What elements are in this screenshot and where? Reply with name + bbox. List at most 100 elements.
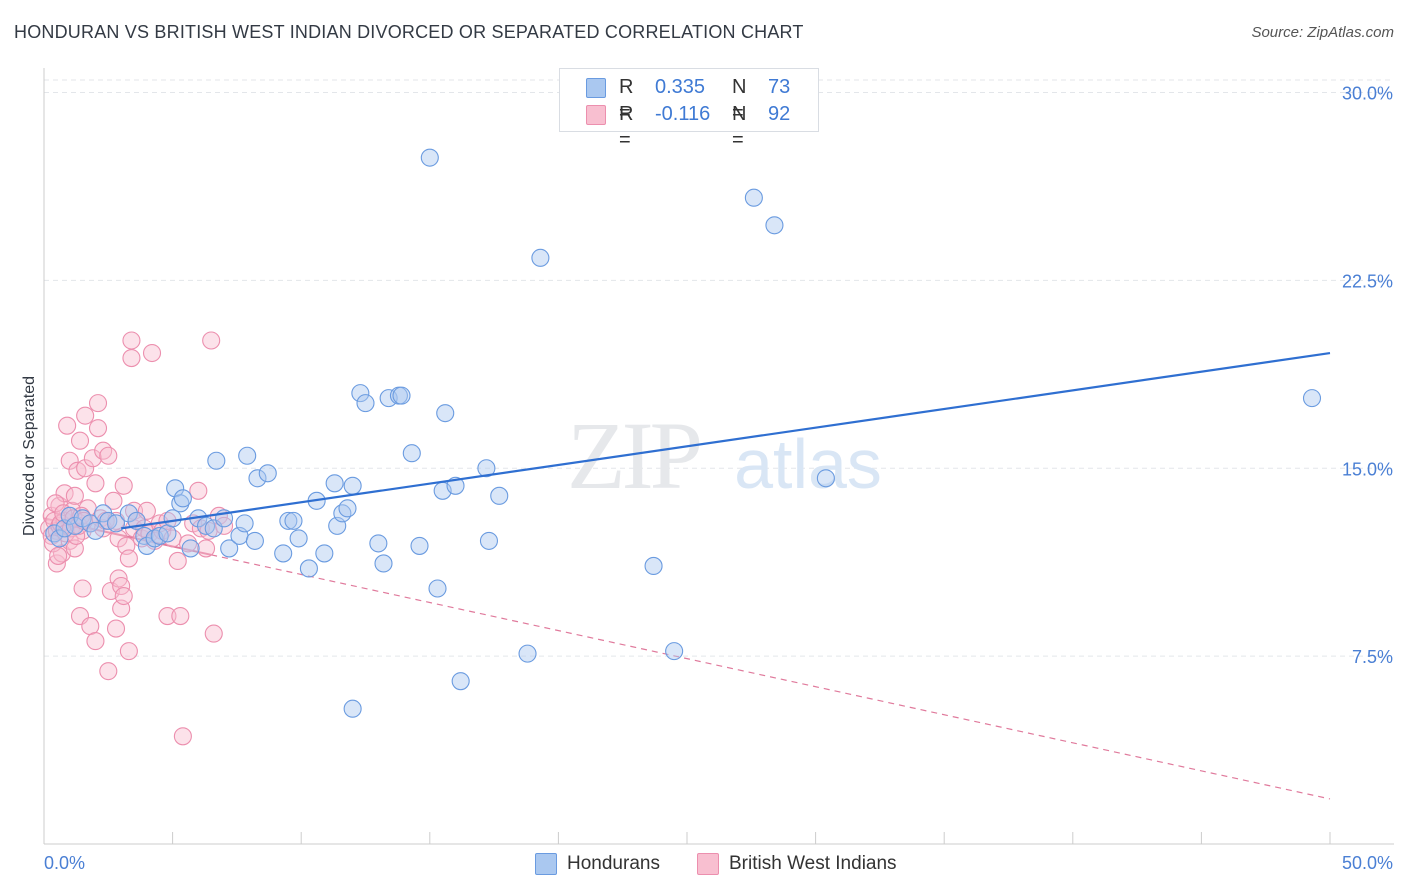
data-point-bwi: [86, 632, 105, 651]
watermark-zip: ZIP: [567, 402, 700, 509]
data-point-bwi: [109, 529, 128, 548]
data-point-honduran: [338, 499, 357, 518]
series-hondurans: [45, 148, 1322, 718]
data-point-bwi: [109, 569, 128, 588]
data-point-bwi: [99, 446, 118, 465]
data-point-bwi: [202, 331, 221, 350]
data-point-honduran: [518, 644, 537, 663]
correlation-legend: R = 0.335 N = 73 R = -0.116 N = 92: [559, 68, 819, 151]
data-point-bwi: [196, 539, 216, 558]
data-point-bwi: [86, 474, 105, 493]
legend-swatch-blue: [586, 78, 606, 98]
data-point-honduran: [343, 476, 362, 495]
source-label: Source: ZipAtlas.com: [1251, 24, 1394, 41]
data-point-honduran: [392, 386, 411, 405]
y-tick-label: 15.0%: [1342, 459, 1393, 479]
data-point-bwi: [76, 459, 95, 478]
axis-labels: 7.5% 15.0% 22.5% 30.0% 0.0% 50.0%: [44, 84, 1393, 873]
trendline-hondurans: [121, 351, 1331, 530]
data-point-honduran: [343, 699, 362, 718]
trendline-bwi-dashed: [211, 554, 1331, 800]
x-tick-label: 50.0%: [1342, 853, 1393, 873]
data-point-honduran: [235, 514, 254, 533]
data-point-honduran: [171, 494, 190, 513]
data-point-bwi: [204, 624, 223, 643]
legend-swatch-pink: [586, 105, 606, 125]
data-point-honduran: [65, 516, 84, 535]
data-point-bwi: [142, 343, 162, 363]
data-point-bwi: [46, 494, 65, 513]
data-point-bwi: [173, 727, 192, 746]
data-point-honduran: [479, 531, 499, 550]
data-point-bwi: [99, 662, 118, 681]
data-point-honduran: [765, 216, 784, 235]
data-point-bwi: [119, 642, 138, 661]
data-point-honduran: [374, 554, 393, 573]
data-point-honduran: [451, 672, 470, 691]
data-point-bwi: [189, 481, 208, 500]
data-point-honduran: [137, 536, 156, 555]
chart-title: HONDURAN VS BRITISH WEST INDIAN DIVORCED…: [14, 22, 804, 42]
trendline-hondurans-line: [121, 351, 1331, 530]
data-point-honduran: [665, 642, 684, 661]
data-point-honduran: [420, 148, 439, 167]
data-point-honduran: [369, 534, 388, 553]
watermark-atlas: atlas: [734, 425, 882, 503]
legend-r-value: 0.335: [655, 76, 706, 98]
data-point-honduran: [279, 511, 298, 530]
data-point-honduran: [45, 524, 64, 543]
data-point-bwi: [214, 516, 234, 535]
data-point-bwi: [168, 551, 187, 570]
data-point-bwi: [88, 419, 108, 438]
data-point-honduran: [284, 511, 303, 530]
data-point-honduran: [158, 524, 177, 543]
data-point-bwi: [119, 549, 138, 568]
data-point-honduran: [238, 446, 257, 465]
watermark: ZIP atlas: [567, 402, 882, 509]
data-point-bwi: [73, 579, 92, 598]
data-point-honduran: [333, 504, 352, 523]
y-axis-title: Divorced or Separated: [21, 376, 38, 536]
data-point-bwi: [122, 348, 141, 368]
data-point-honduran: [436, 404, 455, 423]
data-point-honduran: [325, 474, 344, 493]
data-point-bwi: [178, 534, 198, 553]
data-point-honduran: [106, 514, 126, 533]
data-point-bwi: [88, 394, 108, 413]
data-point-honduran: [410, 536, 429, 555]
data-point-bwi: [104, 491, 123, 510]
data-point-honduran: [163, 509, 182, 528]
data-point-bwi: [60, 451, 79, 470]
data-point-honduran: [402, 444, 421, 463]
data-point-bwi: [122, 331, 141, 350]
y-tick-label: 30.0%: [1342, 84, 1393, 104]
x-tick-label: 0.0%: [44, 853, 85, 873]
bottom-legend-label: Hondurans: [567, 853, 660, 874]
legend-n-label: N =: [732, 103, 747, 151]
data-point-bwi: [47, 554, 66, 573]
legend-n-label: N =: [732, 76, 747, 124]
data-point-honduran: [531, 248, 550, 267]
bottom-legend-label: British West Indians: [729, 853, 897, 874]
data-point-bwi: [114, 476, 133, 495]
data-point-honduran: [477, 459, 496, 478]
trendline-british-west-indians: [43, 517, 1331, 800]
data-point-bwi: [81, 617, 100, 636]
bottom-legend-swatch-pink: [697, 853, 719, 875]
legend-n-value: 92: [768, 103, 791, 125]
data-point-bwi: [106, 619, 126, 638]
data-point-honduran: [86, 521, 105, 540]
data-point-bwi: [83, 449, 102, 468]
data-point-honduran: [299, 559, 318, 578]
data-point-bwi: [49, 546, 68, 565]
data-point-honduran: [289, 529, 308, 548]
data-point-honduran: [351, 384, 370, 403]
data-point-bwi: [171, 607, 190, 626]
data-point-bwi: [94, 441, 113, 460]
y-tick-label: 22.5%: [1342, 271, 1393, 291]
legend-n-value: 73: [768, 76, 791, 98]
data-point-bwi: [65, 486, 84, 505]
data-point-honduran: [207, 451, 226, 470]
data-point-honduran: [315, 544, 334, 563]
